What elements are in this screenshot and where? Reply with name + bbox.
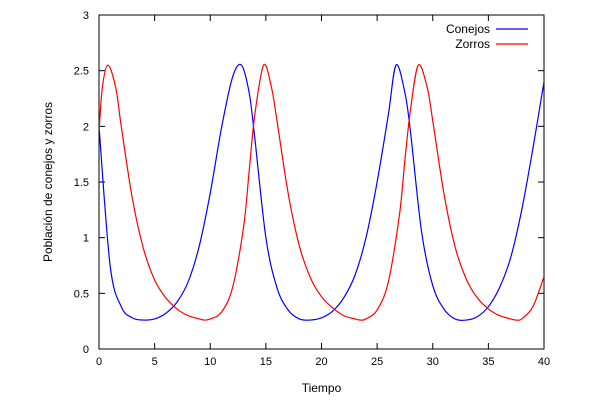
legend-label-zorros: Zorros — [455, 37, 490, 51]
y-axis-title: Población de conejos y zorros — [41, 102, 55, 262]
series-line-zorros — [99, 63, 544, 321]
y-tick-label: 2.5 — [74, 66, 89, 78]
x-tick-label: 25 — [371, 356, 383, 368]
legend-label-conejos: Conejos — [446, 22, 490, 36]
x-tick-label: 5 — [152, 356, 158, 368]
y-tick-label: 1 — [83, 233, 89, 245]
x-tick-label: 30 — [427, 356, 439, 368]
series-group — [99, 63, 544, 321]
x-tick-label: 40 — [538, 356, 550, 368]
plot-frame — [98, 14, 545, 350]
y-tick-label: 2 — [83, 121, 89, 133]
y-tick-label: 1.5 — [74, 177, 89, 189]
x-tick-label: 0 — [96, 356, 102, 368]
y-tick-label: 3 — [83, 10, 89, 22]
y-tick-label: 0 — [83, 344, 89, 356]
x-tick-label: 10 — [204, 356, 216, 368]
axis-ticks: 0 5 10 15 20 25 30 35 40 0 0.5 1 1.5 2 2.5 3 — [74, 10, 550, 368]
x-tick-label: 15 — [260, 356, 272, 368]
series-line-conejos — [99, 63, 544, 321]
x-tick-label: 20 — [315, 356, 327, 368]
x-tick-label: 35 — [482, 356, 494, 368]
x-axis-title: Tiempo — [302, 381, 342, 395]
y-tick-label: 0.5 — [74, 288, 89, 300]
